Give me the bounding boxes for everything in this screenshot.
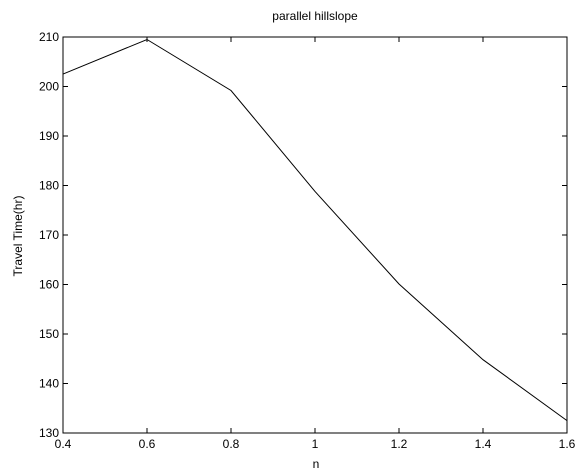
x-axis-label: n	[313, 457, 320, 470]
y-tick-label: 140	[39, 377, 59, 391]
y-tick-label: 130	[39, 426, 59, 440]
x-tick-label: 1.6	[559, 437, 576, 451]
y-tick-label: 160	[39, 278, 59, 292]
y-tick-label: 190	[39, 129, 59, 143]
x-tick-label: 1.2	[391, 437, 408, 451]
y-axis-label: Travel Time(hr)	[11, 196, 25, 277]
y-tick-label: 200	[39, 80, 59, 94]
series-line	[62, 38, 568, 422]
plot-frame	[62, 36, 568, 434]
x-tick-label: 1	[312, 437, 319, 451]
x-tick-label: 0.8	[223, 437, 240, 451]
series-group	[62, 38, 568, 422]
plot-axes: 0.4 0.6 0.8 1 1.2 1.4 1.6 130 140 150 160 170 180 190…	[39, 30, 576, 451]
y-tick-label: 170	[39, 228, 59, 242]
x-tick-label: 1.4	[475, 437, 492, 451]
y-tick-label: 180	[39, 179, 59, 193]
y-tick-label: 210	[39, 30, 59, 44]
y-tick-label: 150	[39, 327, 59, 341]
x-tick-label: 0.6	[139, 437, 156, 451]
chart-title: parallel hillslope	[272, 9, 358, 23]
x-tick-label: 0.4	[55, 437, 72, 451]
